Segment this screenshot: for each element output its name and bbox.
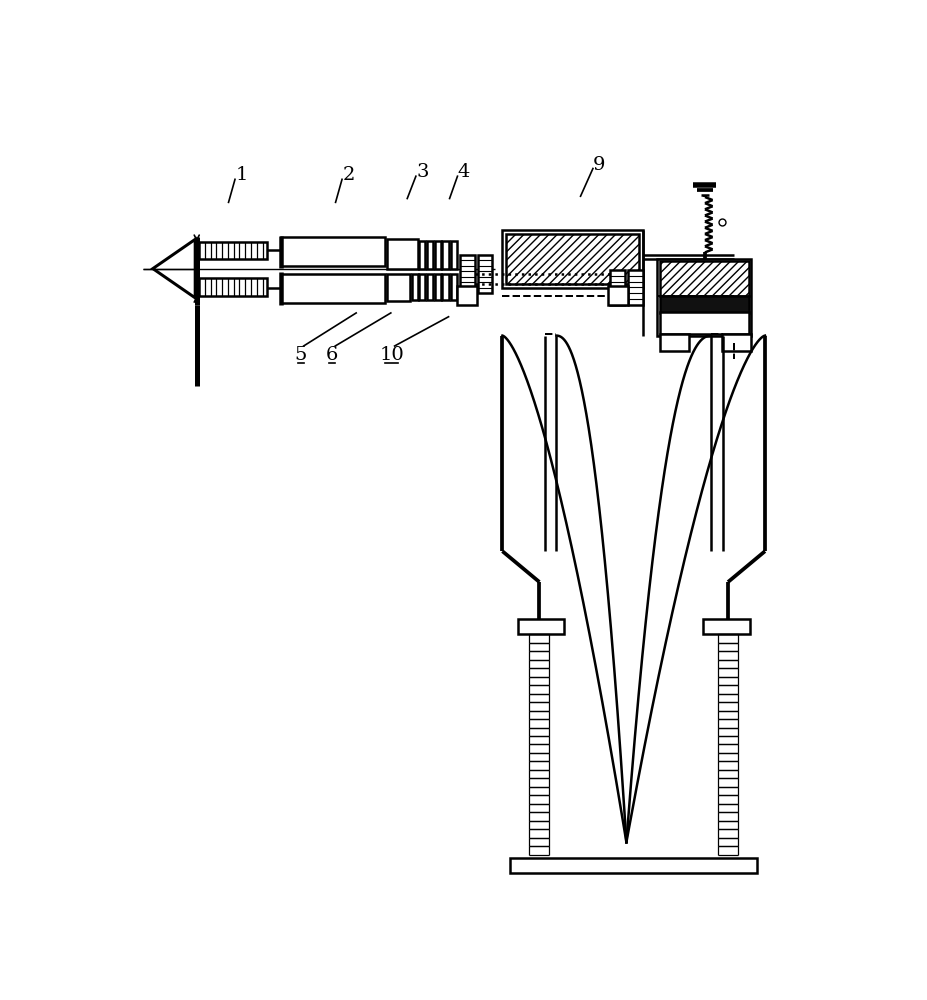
Bar [427,241,433,269]
Bar [442,241,449,269]
Bar [451,274,457,300]
Bar [628,270,642,305]
Text: 2: 2 [343,166,355,184]
Bar [477,255,492,293]
Text: 10: 10 [379,346,404,364]
Bar [435,241,441,269]
Bar [502,230,643,288]
Bar [199,278,267,296]
Bar [722,334,751,351]
Bar [412,274,418,300]
Text: 1: 1 [235,166,248,184]
Bar [282,237,386,266]
Text: 6: 6 [326,346,338,364]
Bar [659,334,689,351]
Bar [610,270,625,305]
Bar [659,312,749,334]
Bar [518,619,564,634]
Bar [457,286,477,305]
Text: 9: 9 [593,156,605,174]
Bar [608,286,628,305]
Bar [510,858,757,873]
Bar [419,241,425,269]
Bar [657,259,751,336]
Bar [659,296,749,312]
Bar [659,261,749,296]
Bar [451,241,457,269]
Bar [442,274,449,300]
Bar [199,242,267,259]
Text: 5: 5 [295,346,307,364]
Bar [282,274,386,303]
Bar [387,239,418,269]
Text: 4: 4 [457,163,469,181]
Bar [506,234,640,284]
Bar [435,274,441,300]
Bar [427,274,433,300]
Text: 3: 3 [416,163,428,181]
Bar [419,274,425,300]
Bar [460,255,475,293]
Bar [704,619,750,634]
Bar [387,274,410,301]
